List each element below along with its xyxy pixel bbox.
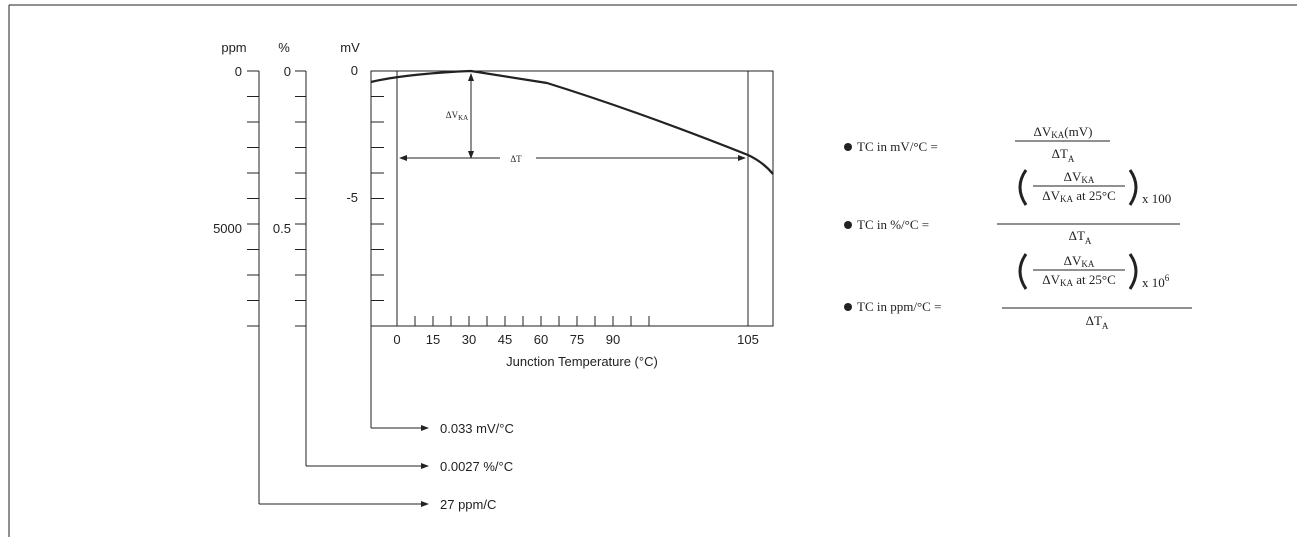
x-tick-label: 90 (606, 332, 620, 347)
denominator: ΔTA (1069, 228, 1092, 246)
formula (844, 169, 1180, 229)
result: 0.0027 %/°C (440, 459, 513, 474)
x-tick-label: 0 (393, 332, 400, 347)
axis-unit: mV (340, 40, 360, 55)
subscript: A (1068, 154, 1075, 164)
subscript: KA (1081, 175, 1094, 185)
result: 0.033 mV/°C (440, 421, 514, 436)
denominator: ΔTA (1086, 313, 1109, 331)
subscript: KA (1081, 259, 1094, 269)
frame (8, 4, 1297, 537)
factor: x 106 (1142, 273, 1170, 290)
ppm-tick-label: 0 (235, 64, 242, 79)
denominator: ΔTA (1052, 146, 1075, 164)
x-tick-label: 45 (498, 332, 512, 347)
inner-numerator: ΔVKA (1064, 253, 1095, 269)
formula-lhs: TC in ppm/°C = (857, 299, 941, 314)
formula-lhs: TC in %/°C = (857, 217, 929, 232)
superscript: 6 (1165, 273, 1170, 283)
subscript: KA (458, 114, 468, 122)
delta-t-label: ΔT (510, 154, 522, 164)
percent-tick-label: 0 (284, 64, 291, 79)
scale-axes (247, 70, 650, 507)
subscript: KA (1051, 130, 1064, 140)
subscript: A (1085, 236, 1092, 246)
x-tick-label: 75 (570, 332, 584, 347)
symbol: ΔT (1052, 146, 1068, 161)
symbol: ΔV (446, 110, 459, 120)
x-tick-labels: 0 15 30 45 60 75 90 105 (393, 332, 758, 347)
numerator: ΔVKA(mV) (1034, 124, 1093, 140)
formula (844, 140, 1110, 151)
x-axis-label: Junction Temperature (°C) (506, 354, 658, 369)
formula-lhs: TC in mV/°C = (857, 139, 938, 154)
subscript: KA (1060, 194, 1073, 204)
tail: at 25°C (1073, 188, 1116, 203)
symbol: ΔT (1086, 313, 1102, 328)
plot (370, 69, 774, 327)
subscript: KA (1060, 278, 1073, 288)
symbol: ΔV (1042, 272, 1060, 287)
symbol: ΔV (1042, 188, 1060, 203)
inner-denominator: ΔVKA at 25°C (1042, 188, 1116, 204)
percent-tick-label: 0.5 (273, 221, 291, 236)
result: 27 ppm/C (440, 497, 496, 512)
inner-numerator: ΔVKA (1064, 169, 1095, 185)
symbol: ΔT (1069, 228, 1085, 243)
inner-denominator: ΔVKA at 25°C (1042, 272, 1116, 288)
factor-base: x 10 (1142, 275, 1165, 290)
delta-v-label: ΔVKA (446, 110, 468, 122)
x-tick-label: 15 (426, 332, 440, 347)
tail: at 25°C (1073, 272, 1116, 287)
mv-tick-label: 0 (351, 63, 358, 78)
symbol: ΔV (1064, 253, 1082, 268)
subscript: A (1102, 321, 1109, 331)
mv-tick-label: -5 (346, 190, 358, 205)
formula (844, 253, 1192, 311)
x-tick-label: 30 (462, 332, 476, 347)
x-tick-label: 105 (737, 332, 759, 347)
axis-unit: ppm (221, 40, 246, 55)
axis-unit: % (278, 40, 290, 55)
tail: (mV) (1064, 124, 1092, 139)
symbol: ΔV (1034, 124, 1052, 139)
ppm-tick-label: 5000 (213, 221, 242, 236)
symbol: ΔV (1064, 169, 1082, 184)
factor: x 100 (1142, 191, 1171, 206)
x-tick-label: 60 (534, 332, 548, 347)
